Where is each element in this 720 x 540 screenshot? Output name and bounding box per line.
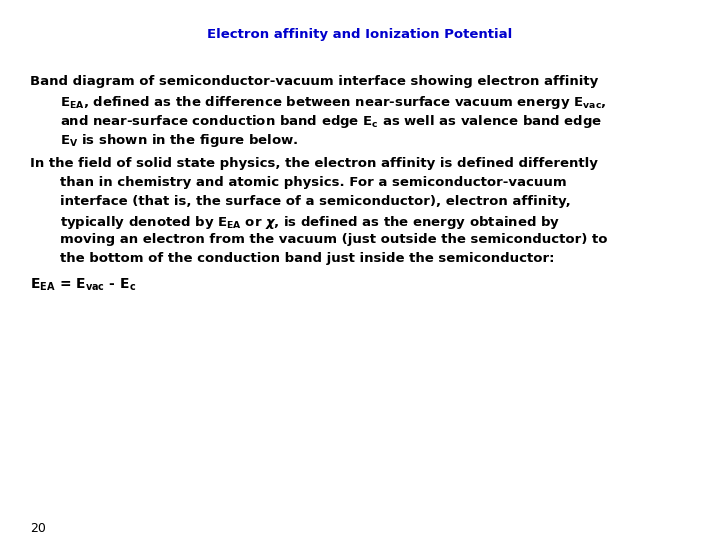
Text: the bottom of the conduction band just inside the semiconductor:: the bottom of the conduction band just i…: [60, 252, 554, 265]
Text: and near-surface conduction band edge $\mathbf{E_c}$ as well as valence band edg: and near-surface conduction band edge $\…: [60, 113, 603, 130]
Text: moving an electron from the vacuum (just outside the semiconductor) to: moving an electron from the vacuum (just…: [60, 233, 608, 246]
Text: 20: 20: [30, 522, 46, 535]
Text: interface (that is, the surface of a semiconductor), electron affinity,: interface (that is, the surface of a sem…: [60, 195, 571, 208]
Text: In the field of solid state physics, the electron affinity is defined differentl: In the field of solid state physics, the…: [30, 157, 598, 170]
Text: typically denoted by $\mathbf{E_{EA}}$ or $\boldsymbol{\chi}$, is defined as the: typically denoted by $\mathbf{E_{EA}}$ o…: [60, 214, 560, 231]
Text: Electron affinity and Ionization Potential: Electron affinity and Ionization Potenti…: [207, 28, 513, 41]
Text: Band diagram of semiconductor-vacuum interface showing electron affinity: Band diagram of semiconductor-vacuum int…: [30, 75, 598, 88]
Text: than in chemistry and atomic physics. For a semiconductor-vacuum: than in chemistry and atomic physics. Fo…: [60, 176, 567, 189]
Text: $\mathbf{E_{EA}}$, defined as the difference between near-surface vacuum energy : $\mathbf{E_{EA}}$, defined as the differ…: [60, 94, 607, 111]
Text: $\mathbf{E_{EA}}$ = $\mathbf{E_{vac}}$ - $\mathbf{E_c}$: $\mathbf{E_{EA}}$ = $\mathbf{E_{vac}}$ -…: [30, 277, 136, 293]
Text: $\mathbf{E_V}$ is shown in the figure below.: $\mathbf{E_V}$ is shown in the figure be…: [60, 132, 299, 149]
